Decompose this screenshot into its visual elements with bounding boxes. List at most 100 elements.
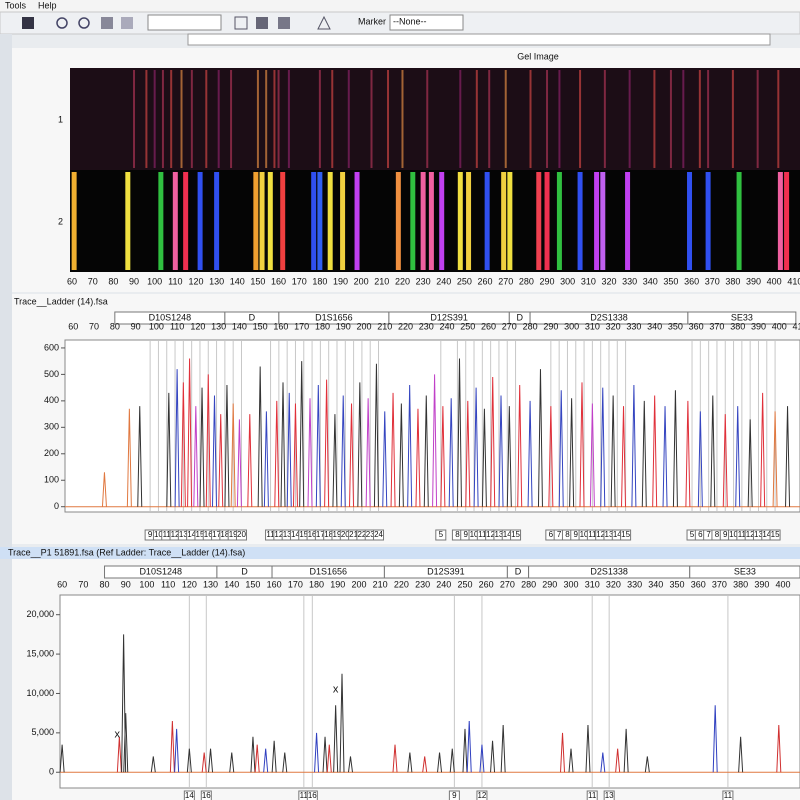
x-tick-label: 310	[585, 579, 600, 589]
peak	[169, 721, 175, 773]
gel-band	[625, 172, 631, 270]
peak	[772, 411, 778, 507]
peak	[415, 408, 421, 507]
peak	[218, 414, 224, 507]
marker-bin	[689, 565, 800, 579]
allele-label: 14	[291, 530, 300, 539]
allele-box	[603, 790, 615, 800]
allele-label: 5	[690, 530, 695, 539]
x-tick-label: 210	[377, 321, 392, 331]
x-tick-label: 400	[767, 276, 782, 286]
peak	[324, 379, 330, 507]
peak	[776, 724, 782, 773]
peak	[558, 390, 564, 507]
peak	[735, 406, 741, 507]
x-tick-label: 270	[502, 321, 517, 331]
x-tick-label: 390	[754, 579, 769, 589]
marker-name: D	[249, 312, 256, 322]
x-tick-label: 190	[336, 321, 351, 331]
gel-band	[256, 70, 259, 168]
dropdown[interactable]	[147, 14, 222, 31]
menu-item[interactable]: Tools	[5, 0, 27, 10]
y-tick-label: 15,000	[26, 648, 54, 658]
peak	[600, 752, 606, 773]
gel-band	[488, 70, 491, 168]
x-tick-label: 240	[436, 276, 451, 286]
allele-label: 14	[503, 530, 512, 539]
x-tick-label: 300	[564, 321, 579, 331]
peak	[449, 748, 455, 773]
marker-dropdown[interactable]	[389, 14, 464, 31]
gel-band	[259, 172, 265, 270]
x-tick-label: 250	[457, 579, 472, 589]
allele-label: 5	[439, 530, 444, 539]
x-tick-label: 130	[203, 579, 218, 589]
marker-name: D1S1656	[315, 312, 353, 322]
gel-band	[205, 70, 208, 168]
peak	[465, 400, 471, 507]
peak	[230, 403, 236, 507]
x-tick-label: 380	[733, 579, 748, 589]
allele-label: 11	[266, 530, 275, 539]
allele-label: 14	[613, 530, 622, 539]
x-tick-label: 300	[560, 276, 575, 286]
peak	[579, 382, 585, 507]
allele-label: 12	[274, 530, 283, 539]
x-tick-label: 250	[457, 276, 472, 286]
peak	[332, 414, 338, 507]
peak	[314, 732, 320, 773]
peak	[326, 744, 332, 773]
gel-band	[277, 70, 280, 168]
gel-band	[484, 172, 490, 270]
gel-band	[267, 172, 273, 270]
x-tick-label: 180	[315, 321, 330, 331]
scroll-bar[interactable]	[187, 33, 771, 46]
x-tick-label: 240	[436, 579, 451, 589]
marker-name: D10S1248	[139, 566, 182, 576]
allele-label: 23	[366, 530, 375, 539]
peak	[187, 358, 193, 507]
peak	[271, 740, 277, 773]
peak	[785, 406, 791, 507]
gel-band	[558, 70, 561, 168]
allele-label: 13	[179, 530, 188, 539]
gel-band	[331, 70, 334, 168]
x-tick-label: 400	[776, 579, 791, 589]
allele-label: 11	[300, 791, 309, 800]
gel-band	[190, 70, 193, 168]
x-tick-label: 350	[670, 579, 685, 589]
x-tick-label: 360	[684, 276, 699, 286]
peak	[322, 736, 328, 773]
menu-item[interactable]: Help	[38, 0, 57, 10]
gel-band	[669, 70, 672, 168]
peak	[560, 732, 566, 773]
x-tick-label: 140	[230, 276, 245, 286]
gel-band	[577, 172, 583, 270]
gel-band	[340, 172, 346, 270]
peak	[537, 369, 543, 507]
allele-label: 12	[486, 530, 495, 539]
x-tick-label: 130	[211, 321, 226, 331]
x-tick-label: 340	[643, 276, 658, 286]
plot-area	[59, 594, 800, 789]
x-tick-label: 110	[161, 579, 175, 589]
peak	[254, 744, 260, 773]
gel-band	[125, 172, 131, 270]
x-tick-label: 330	[622, 276, 637, 286]
trace-title: Trace__Ladder (14).fsa	[14, 296, 108, 306]
x-tick-label: 340	[647, 321, 662, 331]
peak	[589, 403, 595, 507]
x-tick-label: 100	[139, 579, 154, 589]
x-tick-label: 170	[294, 321, 309, 331]
peak	[610, 395, 616, 507]
marker-name: D2S1338	[590, 312, 628, 322]
x-tick-label: 380	[730, 321, 745, 331]
peak	[201, 752, 207, 773]
allele-box	[586, 790, 598, 800]
allele-label: 24	[374, 530, 383, 539]
peak	[685, 400, 691, 507]
peak	[208, 748, 214, 773]
x-tick-label: 70	[89, 321, 99, 331]
x-tick-label: 140	[224, 579, 239, 589]
marker-name: D2S1338	[590, 566, 628, 576]
